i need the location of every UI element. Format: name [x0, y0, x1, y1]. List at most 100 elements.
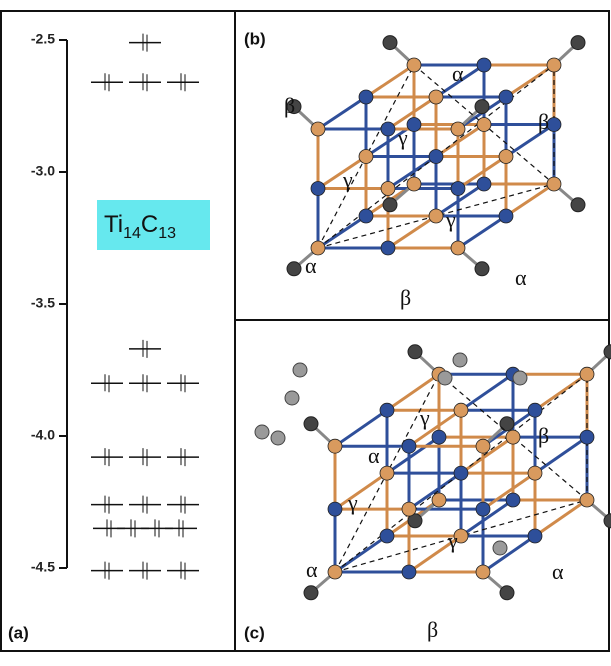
y-tick-label: -3.0	[31, 163, 55, 179]
bond	[535, 500, 587, 536]
atom	[328, 439, 342, 453]
atom	[359, 90, 373, 104]
formula-part: 13	[158, 225, 176, 242]
site-label: α	[552, 559, 564, 584]
carbon	[304, 586, 318, 600]
bond	[461, 374, 513, 410]
atom	[506, 493, 520, 507]
carbon	[438, 371, 452, 385]
site-label: γ	[347, 490, 358, 515]
atom	[380, 466, 394, 480]
atom	[528, 466, 542, 480]
atom	[477, 58, 491, 72]
site-label: β	[400, 285, 411, 310]
carbon	[255, 425, 269, 439]
atom	[477, 118, 491, 132]
atom	[380, 403, 394, 417]
carbon	[475, 100, 489, 114]
atom	[407, 58, 421, 72]
atom	[451, 241, 465, 255]
carbon	[475, 262, 489, 276]
bond	[318, 216, 366, 248]
atom	[432, 430, 446, 444]
atom	[547, 177, 561, 191]
carbon	[293, 363, 307, 377]
atom	[432, 493, 446, 507]
formula-part: C	[141, 211, 158, 238]
atom	[451, 182, 465, 196]
bond	[335, 473, 387, 509]
site-label: α	[368, 443, 380, 468]
atom	[476, 502, 490, 516]
carbon	[383, 198, 397, 212]
atom	[311, 122, 325, 136]
site-label: α	[515, 265, 527, 290]
bond	[318, 157, 366, 189]
formula-part: Ti	[104, 211, 123, 238]
atom	[499, 209, 513, 223]
atom	[381, 241, 395, 255]
atom	[451, 122, 465, 136]
site-label: γ	[445, 207, 456, 232]
atom	[477, 177, 491, 191]
carbon	[285, 391, 299, 405]
carbon	[408, 345, 422, 359]
bond	[483, 536, 535, 572]
atom	[402, 439, 416, 453]
atom	[528, 529, 542, 543]
panel-label: (b)	[244, 29, 266, 48]
carbon	[500, 586, 514, 600]
bond	[506, 184, 554, 216]
atom	[454, 403, 468, 417]
carbon	[383, 36, 397, 50]
carbon	[271, 431, 285, 445]
carbon	[493, 541, 507, 555]
bond	[458, 216, 506, 248]
site-label: β	[284, 93, 295, 118]
atom	[454, 466, 468, 480]
atom	[402, 502, 416, 516]
site-label: γ	[397, 125, 408, 150]
bond	[387, 374, 439, 410]
bond	[318, 97, 366, 129]
atom	[328, 565, 342, 579]
structures	[255, 36, 611, 600]
atom	[402, 565, 416, 579]
atom	[380, 529, 394, 543]
y-tick-label: -4.5	[31, 559, 55, 575]
bond	[335, 410, 387, 446]
atom	[580, 430, 594, 444]
formula-part: 14	[123, 225, 141, 242]
carbon	[571, 36, 585, 50]
atom	[499, 150, 513, 164]
atom	[476, 439, 490, 453]
atom	[506, 430, 520, 444]
y-tick-label: -2.5	[31, 31, 55, 47]
figure: Ti14C13 (a) (b) (c) α β β γ γ γ α β α β …	[0, 0, 611, 661]
atom	[381, 122, 395, 136]
atom	[499, 90, 513, 104]
bond	[506, 65, 554, 97]
atom	[311, 182, 325, 196]
atom	[580, 367, 594, 381]
site-label: β	[427, 617, 438, 642]
site-label: γ	[447, 528, 458, 553]
atom	[328, 502, 342, 516]
site-label: γ	[342, 167, 353, 192]
atom	[359, 209, 373, 223]
site-label: α	[306, 557, 318, 582]
bond	[388, 216, 436, 248]
site-label: α	[452, 61, 464, 86]
atom	[528, 403, 542, 417]
site-label: β	[538, 109, 549, 134]
atom	[476, 565, 490, 579]
y-tick-label: -3.5	[31, 295, 55, 311]
atom	[547, 58, 561, 72]
carbon	[304, 417, 318, 431]
atom	[381, 182, 395, 196]
atom	[407, 177, 421, 191]
carbon	[500, 417, 514, 431]
atom	[429, 209, 443, 223]
atom	[359, 150, 373, 164]
y-tick-label: -4.0	[31, 427, 55, 443]
